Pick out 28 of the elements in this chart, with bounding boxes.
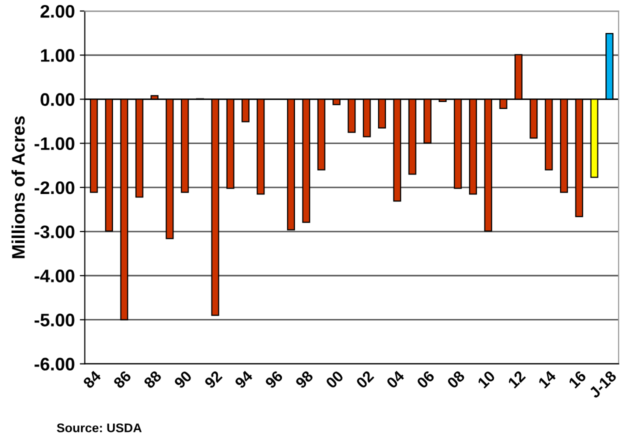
x-tick-label: 94 bbox=[234, 370, 254, 389]
x-tick-label: 12 bbox=[507, 370, 526, 389]
x-tick-label: 98 bbox=[294, 370, 314, 389]
y-tick-label: -3.00 bbox=[34, 225, 74, 238]
y-tick-label: -1.00 bbox=[34, 137, 74, 150]
x-tick-label: 00 bbox=[325, 370, 344, 389]
x-tick-label: 16 bbox=[568, 370, 587, 389]
y-tick-label: -5.00 bbox=[34, 314, 74, 326]
y-tick-label: 2.00 bbox=[40, 4, 74, 18]
x-tick-label: 02 bbox=[356, 370, 374, 389]
x-tick-label: 06 bbox=[416, 370, 436, 389]
y-tick-label: 0.00 bbox=[40, 93, 74, 106]
x-tick-label: 86 bbox=[112, 370, 132, 389]
y-tick-label: -6.00 bbox=[34, 358, 74, 371]
x-tick-label: 04 bbox=[386, 370, 406, 389]
y-tick-label: 1.00 bbox=[41, 49, 74, 62]
x-tick-label: 92 bbox=[204, 370, 223, 389]
y-axis-title: Millions of Acres bbox=[12, 116, 25, 258]
source-note: Source: USDA bbox=[56, 423, 142, 432]
x-tick-label: 84 bbox=[82, 370, 102, 389]
y-tick-label: -4.00 bbox=[34, 270, 74, 282]
x-tick-label: 90 bbox=[174, 370, 192, 389]
y-tick-label: -2.00 bbox=[34, 181, 74, 194]
x-tick-label: 96 bbox=[264, 370, 284, 389]
x-tick-label: 10 bbox=[477, 370, 496, 389]
x-tick-label: 08 bbox=[446, 370, 466, 389]
x-tick-label: 88 bbox=[143, 370, 162, 389]
x-tick-label: 14 bbox=[538, 370, 557, 389]
